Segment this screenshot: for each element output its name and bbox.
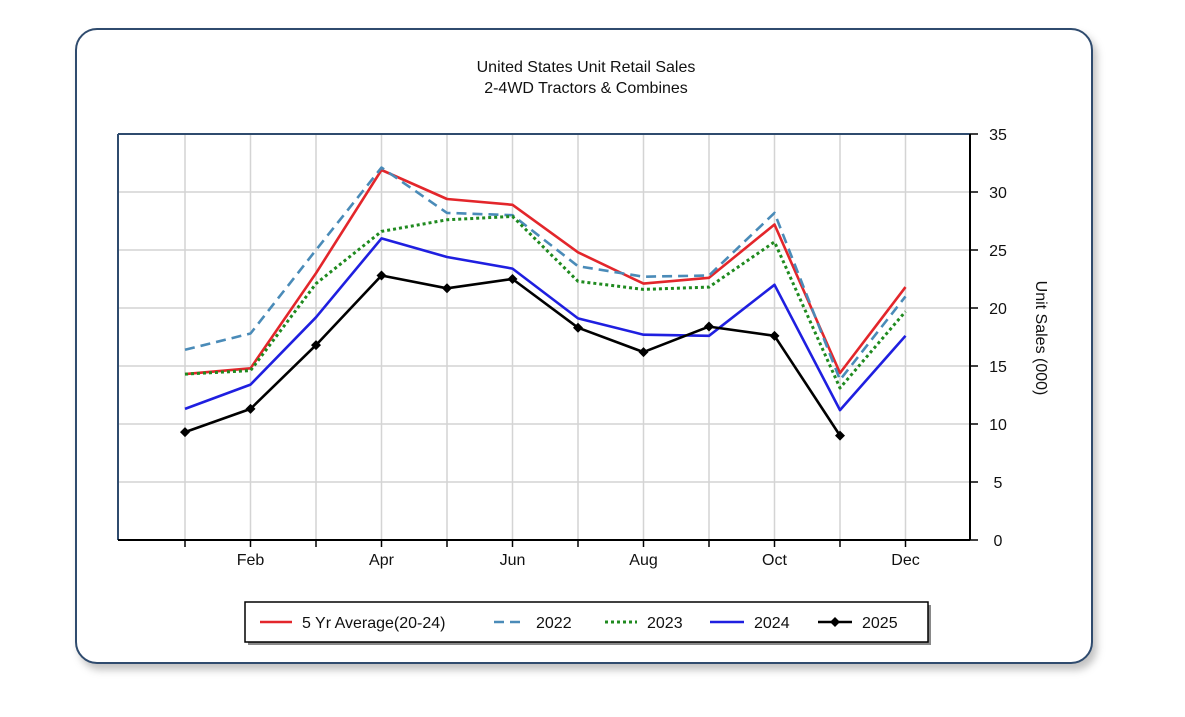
- legend: 5 Yr Average(20-24) 2022 2023 2024 2025: [244, 601, 931, 645]
- axes: [117, 133, 971, 541]
- y-ticks: 0 5 10 15 20 25 30 35: [970, 127, 1007, 550]
- legend-marker-2025: [830, 617, 840, 627]
- y-tick-label-30: 30: [989, 185, 1007, 202]
- x-tick-label-jun: Jun: [500, 552, 526, 569]
- series-line-2022: [184, 166, 907, 382]
- plot-area: [118, 134, 970, 540]
- marker-2025-jun: [507, 274, 518, 284]
- y-tick-label-5: 5: [994, 475, 1003, 492]
- legend-box: [244, 601, 929, 643]
- marker-2025-apr: [376, 270, 387, 281]
- legend-label-5-yr-average-20-24: 5 Yr Average(20-24): [302, 615, 446, 632]
- y-tick-label-20: 20: [989, 301, 1007, 318]
- legend-label-2023: 2023: [647, 615, 683, 632]
- marker-2025-jan: [180, 427, 190, 438]
- series-line-5-yr-average-20-24: [184, 168, 907, 376]
- marker-2025-feb: [245, 403, 256, 414]
- y-tick-label-10: 10: [989, 417, 1007, 434]
- legend-label-2022: 2022: [536, 615, 572, 632]
- marker-2025-oct: [769, 330, 780, 341]
- legend-label-2025: 2025: [862, 615, 898, 632]
- legend-label-2024: 2024: [754, 615, 790, 632]
- series-line-2024: [184, 237, 907, 412]
- x-tick-label-oct: Oct: [762, 552, 787, 569]
- x-tick-label-dec: Dec: [891, 552, 919, 569]
- marker-2025-may: [442, 283, 452, 294]
- y-axis-label: Unit Sales (000): [1032, 281, 1049, 396]
- x-ticks: Feb Apr Jun Aug Oct Dec: [184, 540, 920, 569]
- x-tick-label-apr: Apr: [369, 552, 395, 569]
- chart-title: United States Unit Retail Sales: [477, 59, 696, 76]
- y-tick-label-0: 0: [994, 533, 1003, 550]
- marker-2025-aug: [638, 347, 649, 358]
- marker-2025-sep: [704, 321, 714, 332]
- series-lines: [180, 166, 907, 441]
- x-tick-label-aug: Aug: [629, 552, 657, 569]
- series-line-2023: [184, 214, 907, 390]
- y-tick-label-15: 15: [989, 359, 1007, 376]
- marker-2025-nov: [835, 430, 845, 441]
- x-tick-label-feb: Feb: [237, 552, 265, 569]
- marker-2025-jul: [573, 322, 583, 333]
- y-tick-label-35: 35: [989, 127, 1007, 144]
- chart-subtitle: 2-4WD Tractors & Combines: [484, 80, 688, 97]
- marker-2025-mar: [311, 340, 321, 351]
- y-tick-label-25: 25: [989, 243, 1007, 260]
